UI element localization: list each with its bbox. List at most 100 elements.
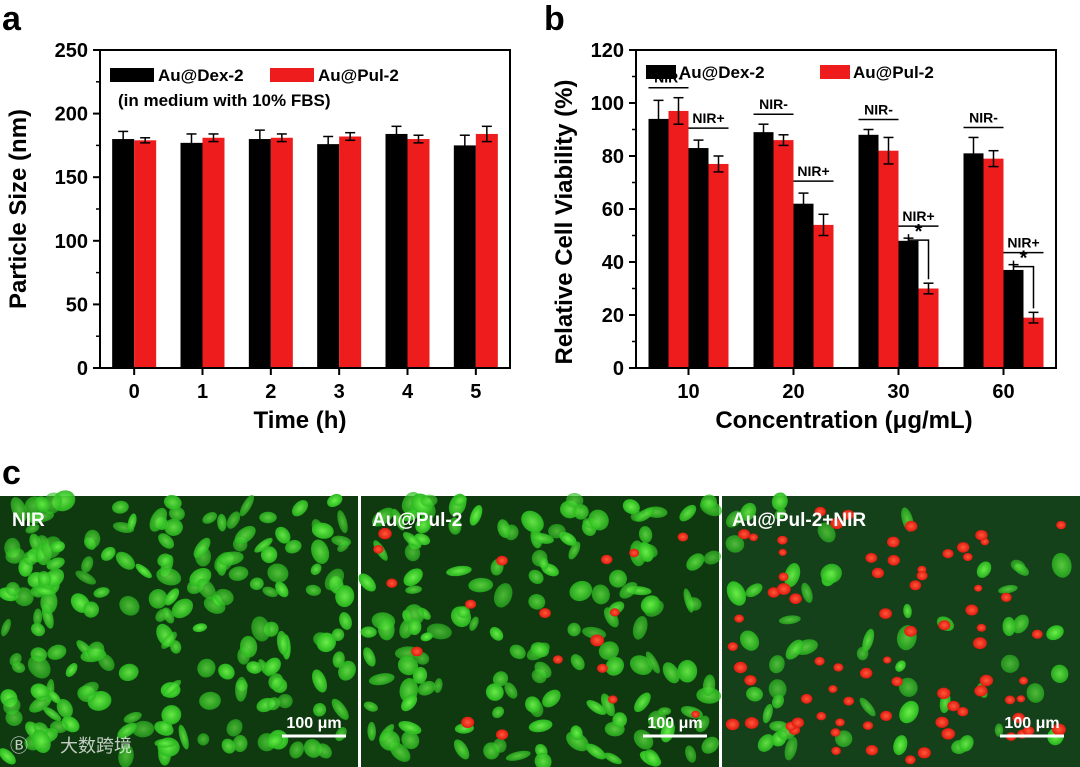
live-cell bbox=[331, 698, 349, 720]
dead-cell bbox=[973, 637, 987, 650]
live-cell bbox=[493, 583, 513, 608]
live-cell bbox=[469, 505, 483, 526]
live-cell bbox=[43, 706, 62, 722]
y-tick-label: 150 bbox=[55, 167, 88, 189]
chart-b-annotations: NIR-NIR+NIR-NIR+NIR-NIR+*NIR-NIR+* bbox=[648, 70, 1044, 309]
live-cell bbox=[976, 561, 992, 578]
live-cell bbox=[521, 510, 544, 533]
live-cell bbox=[456, 606, 471, 619]
live-cell bbox=[363, 701, 378, 712]
live-cell bbox=[246, 661, 262, 674]
live-cell bbox=[1002, 616, 1016, 637]
dead-cell bbox=[947, 700, 960, 712]
live-cell bbox=[703, 550, 722, 565]
live-cell bbox=[762, 703, 773, 724]
x-tick-label: 20 bbox=[782, 381, 804, 403]
live-cell bbox=[785, 639, 804, 660]
y-tick-label: 50 bbox=[66, 294, 88, 316]
live-cell bbox=[312, 669, 327, 693]
live-cell bbox=[534, 661, 552, 679]
live-cell bbox=[127, 513, 137, 531]
dead-cell bbox=[629, 548, 640, 558]
dead-cell bbox=[842, 509, 855, 520]
live-cell bbox=[218, 663, 235, 680]
dead-cell bbox=[1052, 723, 1066, 736]
micrograph-panel: NIR 100 μm Ⓑ 大数跨境 Au@Pul-2 100 μm Au@Pul… bbox=[0, 490, 1080, 767]
bar-au-pul-2-nir-minus bbox=[773, 140, 794, 368]
bar-au-dex-2-nir-plus bbox=[898, 240, 919, 368]
bar-au-dex-2 bbox=[317, 144, 340, 368]
chart-b-x-axis-title: Concentration (μg/mL) bbox=[715, 407, 972, 434]
dead-cell bbox=[880, 710, 892, 722]
live-cell bbox=[268, 673, 284, 690]
nir-minus-label: NIR- bbox=[969, 109, 998, 125]
dead-cell bbox=[601, 554, 613, 565]
live-cell bbox=[275, 526, 291, 544]
legend-swatch-pul-a bbox=[270, 68, 314, 82]
dead-cell bbox=[789, 593, 802, 604]
live-cell bbox=[149, 507, 168, 532]
nir-plus-label: NIR+ bbox=[797, 163, 829, 179]
bar-au-pul-2 bbox=[270, 137, 293, 368]
nir-minus-label: NIR- bbox=[864, 102, 893, 118]
live-cell bbox=[397, 655, 419, 676]
live-cell bbox=[619, 581, 638, 599]
x-tick-label: 3 bbox=[334, 381, 345, 403]
live-cell bbox=[197, 733, 210, 746]
live-cell bbox=[771, 694, 785, 709]
dead-cell bbox=[767, 587, 780, 598]
y-tick-label: 0 bbox=[613, 358, 624, 380]
dead-cell bbox=[725, 718, 740, 731]
dead-cell bbox=[744, 675, 757, 686]
live-cell bbox=[679, 504, 697, 522]
y-tick-label: 80 bbox=[602, 146, 624, 168]
dead-cell bbox=[1016, 695, 1026, 703]
live-cell bbox=[489, 627, 504, 641]
bar-au-dex-2-nir-minus bbox=[648, 118, 669, 369]
dead-cell bbox=[887, 536, 900, 548]
live-cell bbox=[192, 623, 208, 633]
x-tick-label: 60 bbox=[992, 381, 1014, 403]
scale-bar-label: 100 μm bbox=[647, 715, 702, 732]
live-cell bbox=[363, 647, 376, 667]
dead-cell bbox=[496, 729, 509, 740]
live-cell bbox=[634, 692, 651, 713]
live-cell bbox=[11, 661, 26, 673]
significance-star: * bbox=[915, 221, 923, 243]
live-cell bbox=[542, 689, 561, 708]
live-cell bbox=[768, 679, 787, 699]
live-cell bbox=[493, 738, 507, 753]
dead-cell bbox=[744, 717, 759, 729]
nir-minus-label: NIR- bbox=[759, 96, 788, 112]
live-cell bbox=[778, 615, 801, 625]
live-cell bbox=[46, 557, 65, 571]
dead-cell bbox=[935, 716, 949, 728]
dead-cell bbox=[1056, 520, 1066, 530]
y-tick-label: 250 bbox=[55, 40, 88, 62]
bar-au-pul-2 bbox=[202, 137, 225, 368]
live-cell bbox=[893, 735, 908, 756]
live-cell bbox=[588, 509, 609, 531]
live-cell bbox=[774, 508, 786, 520]
live-cell bbox=[453, 494, 467, 506]
live-cell bbox=[148, 589, 168, 609]
live-cell bbox=[75, 570, 97, 585]
live-cell bbox=[528, 719, 553, 733]
dead-cell bbox=[830, 517, 844, 530]
live-cell bbox=[289, 741, 305, 759]
dead-cell bbox=[887, 555, 900, 566]
bar-au-dex-2-nir-plus bbox=[1003, 269, 1024, 368]
live-cell bbox=[645, 651, 660, 674]
live-cell bbox=[276, 630, 289, 656]
live-cell bbox=[862, 628, 875, 653]
dead-cell bbox=[828, 685, 838, 693]
live-cell bbox=[217, 513, 227, 532]
watermark: Ⓑ 大数跨境 bbox=[10, 736, 132, 757]
live-cell bbox=[232, 735, 248, 752]
live-cell bbox=[360, 626, 377, 638]
live-cell bbox=[339, 612, 352, 630]
dead-cell bbox=[974, 584, 983, 592]
live-cell bbox=[609, 569, 627, 588]
live-cell bbox=[161, 631, 177, 649]
